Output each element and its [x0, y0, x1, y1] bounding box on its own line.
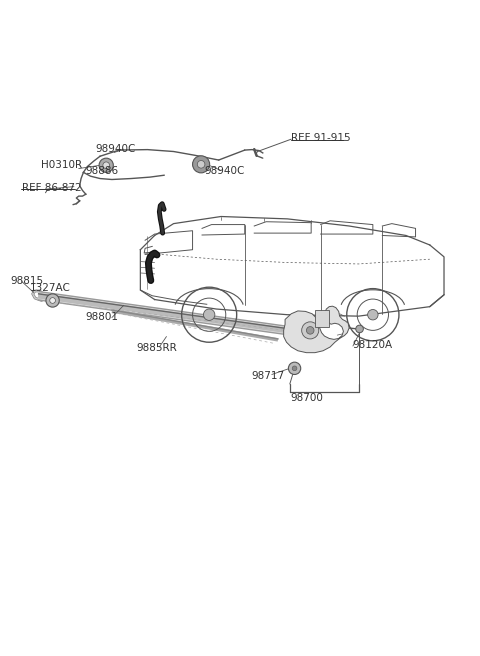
Circle shape: [197, 161, 205, 168]
Text: 9885RR: 9885RR: [137, 343, 177, 353]
Text: 98700: 98700: [290, 393, 323, 403]
Circle shape: [46, 294, 59, 307]
Text: H0310R: H0310R: [41, 160, 82, 171]
Circle shape: [368, 310, 378, 320]
Circle shape: [301, 322, 319, 339]
Text: 98886: 98886: [86, 167, 119, 176]
Circle shape: [99, 158, 113, 173]
Circle shape: [192, 155, 210, 173]
Text: REF 86-872: REF 86-872: [22, 182, 82, 193]
Circle shape: [103, 162, 109, 169]
Circle shape: [50, 298, 56, 303]
Text: 1327AC: 1327AC: [30, 283, 71, 293]
Circle shape: [288, 362, 301, 375]
Text: REF 91-915: REF 91-915: [291, 133, 350, 143]
Circle shape: [292, 366, 297, 371]
Circle shape: [204, 309, 215, 320]
Polygon shape: [284, 306, 349, 353]
Text: 98940C: 98940C: [96, 144, 136, 154]
Text: 98717: 98717: [251, 371, 284, 381]
Text: 98940C: 98940C: [204, 167, 245, 176]
FancyBboxPatch shape: [315, 310, 329, 327]
Text: 98801: 98801: [86, 312, 119, 322]
Text: 98815: 98815: [10, 276, 43, 285]
Text: 98120A: 98120A: [352, 340, 393, 350]
Circle shape: [306, 327, 314, 334]
Circle shape: [356, 325, 363, 333]
